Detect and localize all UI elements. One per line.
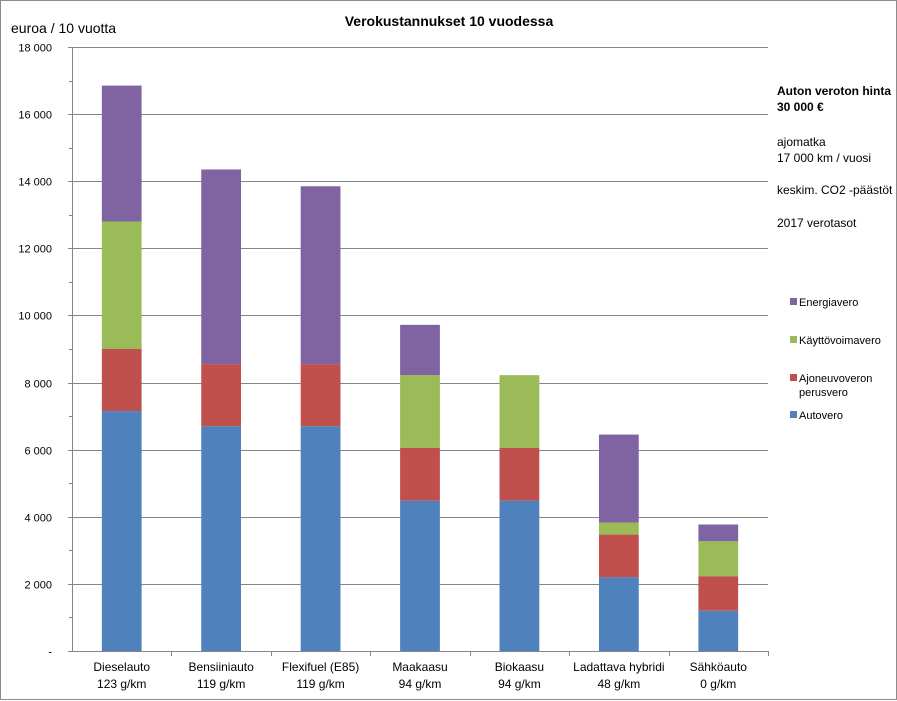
emissions-label: keskim. CO2 -päästöt — [777, 183, 893, 197]
bar-segment-k-ytt-voimavero — [499, 375, 540, 448]
bar-segment-energiavero — [698, 524, 739, 542]
bar-segment-k-ytt-voimavero — [400, 375, 440, 448]
bar-segment-ajoneuvoveron-perusvero — [201, 364, 242, 427]
x-category-sublabel: 0 g/km — [700, 677, 736, 691]
x-category-label: Bensiiniauto — [188, 660, 254, 674]
bar-segment-autovero — [101, 411, 142, 651]
bar-segment-energiavero — [101, 85, 142, 222]
axes — [68, 47, 769, 656]
legend-label: Ajoneuvoveron — [799, 373, 872, 385]
distance-value: 17 000 km / vuosi — [777, 151, 872, 165]
bar-segment-energiavero — [400, 324, 440, 376]
x-category-label: Maakaasu — [392, 660, 447, 674]
bar-segment-k-ytt-voimavero — [698, 541, 739, 577]
y-tick-label: 4 000 — [24, 513, 52, 525]
legend-label: Käyttövoimavero — [799, 335, 881, 347]
y-tick-label: 14 000 — [18, 177, 52, 189]
bar-segment-autovero — [698, 610, 739, 651]
x-category-label: Dieselauto — [93, 660, 150, 674]
y-tick-label: - — [48, 647, 52, 659]
chart-title: Verokustannukset 10 vuodessa — [345, 13, 554, 29]
x-category-labels: Dieselauto 123 g/km Bensiiniauto 119 g/km Fl… — [93, 660, 747, 691]
x-category-sublabel: 119 g/km — [296, 677, 344, 691]
y-tick-label: 2 000 — [24, 580, 52, 592]
bar-segment-ajoneuvoveron-perusvero — [598, 534, 639, 578]
y-tick-label: 16 000 — [18, 110, 52, 122]
legend-swatch — [790, 298, 797, 305]
bars — [101, 85, 739, 651]
y-tick-label: 18 000 — [18, 43, 52, 55]
bar-segment-autovero — [400, 500, 440, 651]
bar-segment-ajoneuvoveron-perusvero — [698, 576, 739, 611]
x-category-label: Sähköauto — [690, 660, 748, 674]
bar-segment-energiavero — [598, 434, 639, 523]
bar-segment-autovero — [201, 426, 242, 651]
x-category-sublabel: 123 g/km — [97, 677, 146, 691]
bar-segment-energiavero — [300, 186, 341, 365]
bar-segment-ajoneuvoveron-perusvero — [499, 447, 540, 501]
bar-segment-autovero — [499, 500, 540, 651]
x-category-sublabel: 94 g/km — [498, 677, 541, 691]
car-price-label: Auton veroton hinta — [777, 84, 891, 98]
bar-segment-autovero — [598, 577, 639, 651]
legend-label: Autovero — [799, 410, 843, 422]
x-category-sublabel: 119 g/km — [197, 677, 245, 691]
y-tick-label: 6 000 — [24, 446, 52, 458]
gridlines — [72, 47, 768, 585]
legend: Energiavero Käyttövoimavero Ajoneuvoveron p… — [790, 297, 881, 422]
y-tick-label: 12 000 — [18, 244, 52, 256]
tax-level-label: 2017 verotasot — [777, 216, 857, 230]
car-price-value: 30 000 € — [777, 100, 824, 114]
bar-segment-ajoneuvoveron-perusvero — [400, 447, 440, 501]
legend-swatch — [790, 336, 797, 343]
bar-segment-ajoneuvoveron-perusvero — [300, 364, 341, 427]
x-category-label: Ladattava hybridi — [573, 660, 664, 674]
y-axis-label: euroa / 10 vuotta — [11, 20, 116, 36]
bar-segment-k-ytt-voimavero — [598, 522, 639, 535]
legend-label: Energiavero — [799, 297, 858, 309]
x-category-label: Flexifuel (E85) — [282, 660, 359, 674]
x-category-sublabel: 48 g/km — [598, 677, 641, 691]
x-category-label: Biokaasu — [495, 660, 544, 674]
legend-swatch — [790, 374, 797, 381]
legend-label: perusvero — [799, 387, 848, 399]
bar-segment-ajoneuvoveron-perusvero — [101, 349, 142, 412]
distance-label: ajomatka — [777, 135, 826, 149]
bar-segment-autovero — [300, 426, 341, 651]
y-tick-label: 10 000 — [18, 311, 52, 323]
x-category-sublabel: 94 g/km — [399, 677, 442, 691]
bar-segment-energiavero — [201, 169, 242, 365]
y-tick-labels: - 2 000 4 000 6 000 8 000 10 000 12 000 14 000 1… — [18, 43, 52, 659]
y-tick-label: 8 000 — [24, 379, 52, 391]
legend-swatch — [790, 411, 797, 418]
bar-segment-k-ytt-voimavero — [101, 221, 142, 349]
